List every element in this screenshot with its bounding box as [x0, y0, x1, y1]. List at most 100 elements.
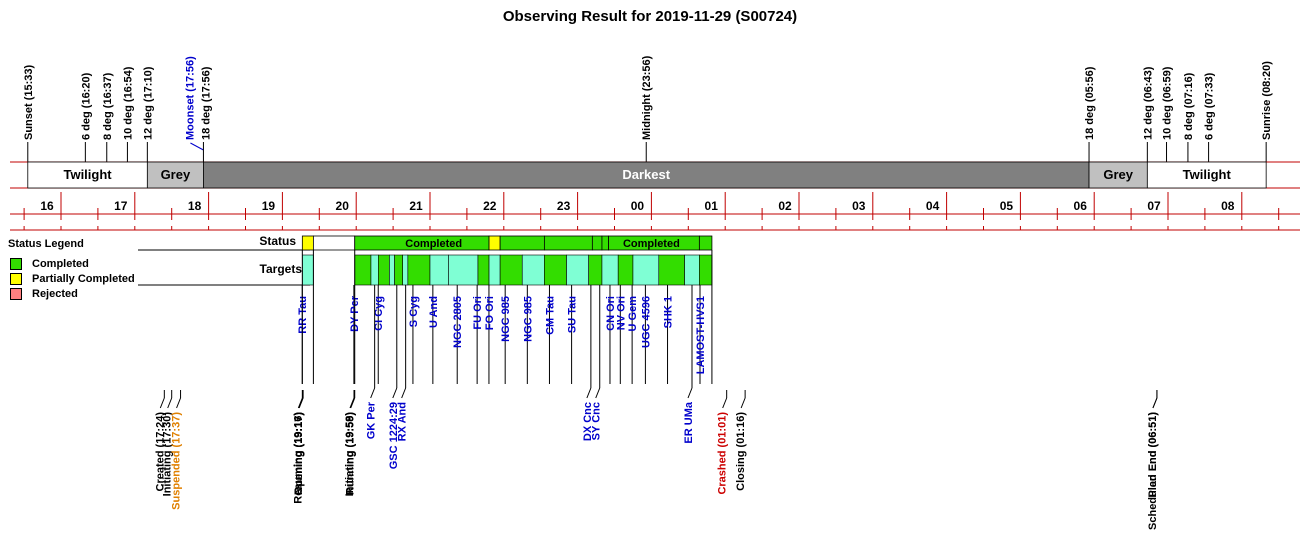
status-segment-completed	[543, 235, 593, 251]
bottom-event-label: Resuming (19:16)	[292, 412, 304, 504]
target-segment	[429, 254, 449, 286]
sky-band-label: Grey	[161, 167, 191, 182]
hour-tick-label: 01	[705, 199, 719, 213]
status-segment-completed	[601, 235, 609, 251]
target-segment	[407, 254, 431, 286]
hour-tick-label: 06	[1074, 199, 1088, 213]
target-label: GK Per	[366, 401, 378, 439]
target-label: UGC 4596	[640, 296, 652, 348]
top-event-label: Moonset (17:56)	[184, 56, 196, 140]
hour-tick-label: 07	[1147, 199, 1161, 213]
target-leader	[687, 387, 693, 399]
target-segment	[477, 254, 490, 286]
hour-tick-label: 21	[409, 199, 423, 213]
target-label: CN Ori	[605, 296, 617, 331]
hour-tick-label: 22	[483, 199, 497, 213]
status-segment-label: Completed	[405, 238, 462, 250]
target-leader	[595, 387, 601, 399]
legend-swatch-rejected	[10, 287, 22, 300]
target-segment	[632, 254, 660, 286]
target-segment	[658, 254, 685, 286]
bottom-event-label: Running (19:17)	[293, 412, 305, 495]
target-segment	[394, 254, 403, 286]
legend-item-rejected: Rejected	[8, 286, 135, 301]
top-event-label: 12 deg (06:43)	[1142, 66, 1154, 140]
target-label: NGC 985	[522, 296, 534, 342]
target-label: LAMOST-HVS1	[695, 296, 707, 374]
top-event-label: 10 deg (06:59)	[1162, 66, 1174, 140]
hour-tick-label: 18	[188, 199, 202, 213]
status-segment-partial	[301, 235, 314, 251]
status-row-label: Status	[259, 234, 296, 248]
target-label: NGC 2805	[452, 296, 464, 348]
bottom-event-label: Scheduled End (06:51)	[1147, 412, 1159, 530]
hour-tick-label: 00	[631, 199, 645, 213]
target-segment	[378, 254, 390, 286]
target-segment	[354, 254, 372, 286]
top-event-label: 10 deg (16:54)	[122, 66, 134, 140]
legend-label-rejected: Rejected	[32, 287, 78, 300]
target-label: SU Tau	[567, 296, 579, 333]
status-segment-completed	[499, 235, 545, 251]
bottom-event-leader	[297, 397, 303, 409]
sky-band-twilight	[27, 161, 148, 189]
bottom-event-leader	[167, 397, 173, 409]
target-label: U Gem	[627, 296, 639, 332]
target-label: RR Tau	[297, 296, 309, 334]
bottom-event-label: Suspended (17:37)	[171, 412, 183, 510]
target-segment	[370, 254, 379, 286]
top-event-label: 6 deg (07:33)	[1204, 72, 1216, 140]
target-segment	[499, 254, 523, 286]
target-label: NV Ori	[615, 296, 627, 330]
hour-tick-label: 23	[557, 199, 571, 213]
target-segment	[566, 254, 589, 286]
top-event-label: 8 deg (07:16)	[1183, 72, 1195, 140]
bottom-event-label: Plan End (06:51)	[1147, 412, 1159, 498]
hour-tick-label: 20	[336, 199, 350, 213]
status-segment-completed	[591, 235, 603, 251]
hour-tick-label: 02	[778, 199, 792, 213]
target-leader	[401, 387, 407, 399]
top-event-label: 18 deg (17:56)	[200, 66, 212, 140]
target-segment	[448, 254, 479, 286]
top-event-label: 12 deg (17:10)	[142, 66, 154, 140]
bottom-event-label: Initiating (19:58)	[344, 412, 356, 497]
legend-title: Status Legend	[8, 238, 84, 250]
hour-tick-label: 16	[40, 199, 54, 213]
sky-band-grey	[1088, 161, 1148, 189]
target-segment	[617, 254, 634, 286]
status-segment-partial	[488, 235, 501, 251]
bottom-event-label: Opening (19:17)	[293, 412, 305, 495]
target-label: FU Ori	[472, 296, 484, 330]
bottom-event-leader	[349, 397, 355, 409]
target-label: CM Tau	[544, 296, 556, 335]
sky-band-label: Grey	[1103, 167, 1133, 182]
bottom-event-leader	[159, 397, 165, 409]
target-segment	[402, 254, 409, 286]
target-segment	[699, 254, 713, 286]
legend-item-partial: Partially Completed	[8, 271, 135, 286]
target-segment	[389, 254, 395, 286]
legend-label-completed: Completed	[32, 257, 89, 270]
sky-band-label: Darkest	[622, 167, 670, 182]
bottom-event-label: Created (17:24)	[154, 412, 166, 492]
status-legend: Status Legend Completed Partially Comple…	[8, 238, 135, 301]
target-segment	[588, 254, 603, 286]
moonset-leader	[190, 142, 204, 151]
legend-label-partial: Partially Completed	[32, 272, 135, 285]
bottom-event-leader	[1152, 397, 1158, 409]
target-label: RX And	[397, 402, 409, 441]
target-label: FO Ori	[484, 296, 496, 330]
target-label: NGC 985	[500, 296, 512, 342]
legend-item-completed: Completed	[8, 256, 135, 271]
target-label: GSC 1224:29	[388, 402, 400, 469]
bottom-event-label: Closing (01:16)	[735, 412, 747, 491]
target-segment	[488, 254, 501, 286]
target-label: U And	[428, 296, 440, 328]
target-segment	[302, 254, 314, 286]
hour-tick-label: 05	[1000, 199, 1014, 213]
legend-swatch-partial	[10, 272, 22, 285]
status-segment-label: Completed	[623, 238, 680, 250]
bottom-event-leader	[176, 397, 182, 409]
